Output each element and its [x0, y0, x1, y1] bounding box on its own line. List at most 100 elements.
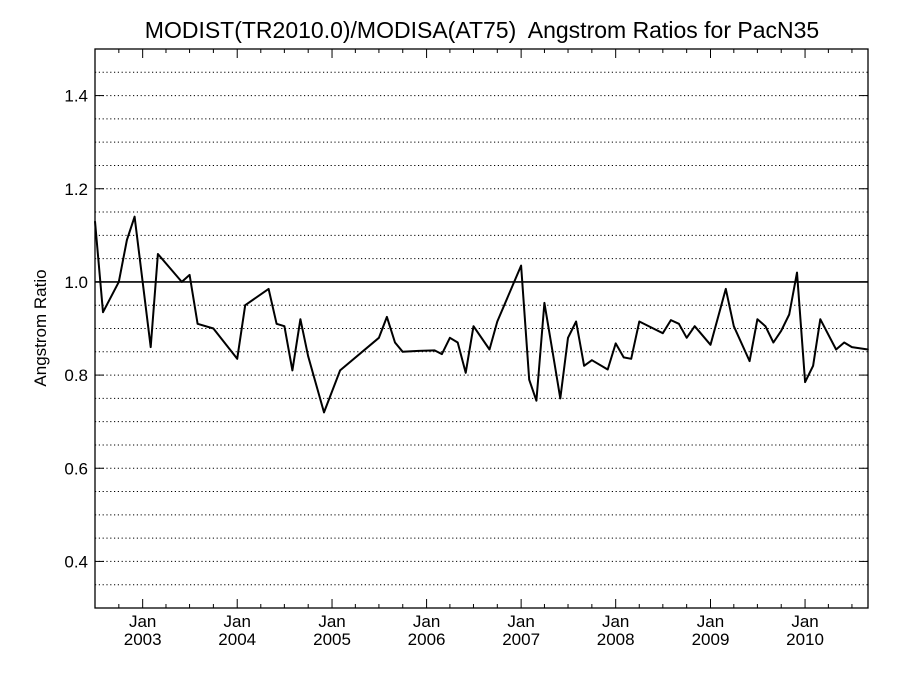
data-point	[441, 353, 443, 355]
data-point	[196, 323, 199, 325]
y-tick-label: 0.6	[64, 459, 88, 478]
data-point	[244, 304, 246, 307]
data-point	[275, 323, 278, 325]
y-axis-label: Angstrom Ratio	[31, 269, 50, 386]
data-point	[236, 358, 238, 360]
data-point	[456, 341, 459, 344]
data-point	[725, 288, 727, 290]
data-point	[149, 346, 152, 348]
data-point	[638, 320, 641, 323]
data-point	[796, 271, 798, 274]
data-point	[496, 320, 499, 323]
y-tick-label: 0.8	[64, 366, 88, 385]
data-point	[543, 302, 546, 304]
data-point	[181, 281, 183, 283]
data-point	[733, 325, 735, 328]
data-point	[449, 337, 451, 339]
data-point	[126, 239, 128, 241]
data-point	[433, 349, 436, 352]
y-tick-label: 1.2	[64, 180, 88, 199]
data-point	[401, 351, 404, 353]
data-point	[283, 325, 286, 328]
data-point	[709, 344, 712, 346]
data-point	[133, 215, 136, 218]
data-point	[819, 318, 822, 321]
x-tick-label: 2006	[408, 630, 446, 649]
data-point	[472, 325, 475, 328]
data-point	[693, 325, 696, 328]
x-tick-label: Jan	[791, 612, 818, 631]
data-point	[567, 337, 569, 339]
data-point	[606, 368, 609, 371]
data-point	[788, 313, 790, 316]
data-point	[670, 319, 672, 321]
x-tick-label: Jan	[507, 612, 534, 631]
x-tick-label: 2009	[692, 630, 730, 649]
data-point	[614, 342, 617, 345]
data-point	[394, 341, 396, 344]
data-point	[528, 378, 530, 381]
data-point	[851, 346, 853, 348]
x-tick-label: 2004	[218, 630, 256, 649]
series-line-1	[94, 215, 869, 414]
data-point	[622, 356, 625, 359]
y-tick-label: 1.0	[64, 273, 88, 292]
plot-frame	[94, 48, 869, 609]
data-point	[678, 323, 680, 325]
x-tick-label: Jan	[318, 612, 345, 631]
data-point	[843, 341, 845, 344]
x-tick-label: Jan	[224, 612, 251, 631]
data-point	[575, 320, 577, 323]
data-point	[339, 369, 341, 372]
data-point	[780, 330, 782, 332]
data-point	[662, 332, 664, 335]
data-point	[685, 337, 688, 339]
x-tick-label: Jan	[413, 612, 440, 631]
data-point	[464, 372, 467, 374]
data-point	[630, 358, 632, 360]
data-point	[583, 365, 585, 367]
y-tick-label: 1.4	[64, 87, 88, 106]
data-point	[118, 281, 120, 283]
data-point	[378, 337, 380, 339]
data-point	[654, 328, 656, 331]
data-point	[417, 350, 420, 352]
axis-ticks: 0.40.60.81.01.21.4Jan2003Jan2004Jan2005J…	[64, 49, 868, 649]
data-point	[835, 348, 837, 351]
x-tick-label: 2005	[313, 630, 351, 649]
data-point	[559, 397, 562, 400]
data-point	[291, 369, 294, 372]
data-point	[591, 359, 593, 362]
data-point	[812, 365, 814, 367]
data-point	[267, 288, 270, 290]
data-point	[299, 318, 302, 321]
x-tick-label: Jan	[697, 612, 724, 631]
data-point	[756, 318, 759, 321]
data-point	[307, 355, 310, 358]
data-point	[188, 274, 191, 276]
data-point	[520, 264, 522, 267]
chart-title: MODIST(TR2010.0)/MODISA(AT75) Angstrom R…	[145, 17, 819, 43]
data-point	[772, 341, 775, 344]
x-tick-label: Jan	[602, 612, 629, 631]
data-point	[804, 381, 806, 383]
x-tick-label: 2003	[124, 630, 162, 649]
data-point	[551, 348, 553, 351]
data-point	[102, 311, 104, 314]
x-tick-label: 2010	[786, 630, 824, 649]
data-point	[488, 348, 491, 351]
data-point	[212, 327, 215, 330]
gridlines	[95, 71, 868, 586]
data-point	[323, 411, 325, 414]
y-tick-label: 0.4	[64, 552, 88, 571]
x-tick-label: 2007	[502, 630, 540, 649]
data-point	[748, 360, 751, 362]
x-tick-label: 2008	[597, 630, 635, 649]
data-point	[535, 399, 538, 402]
series-layer	[94, 215, 869, 414]
x-tick-label: Jan	[129, 612, 156, 631]
data-point	[157, 253, 159, 255]
data-point	[386, 316, 388, 318]
